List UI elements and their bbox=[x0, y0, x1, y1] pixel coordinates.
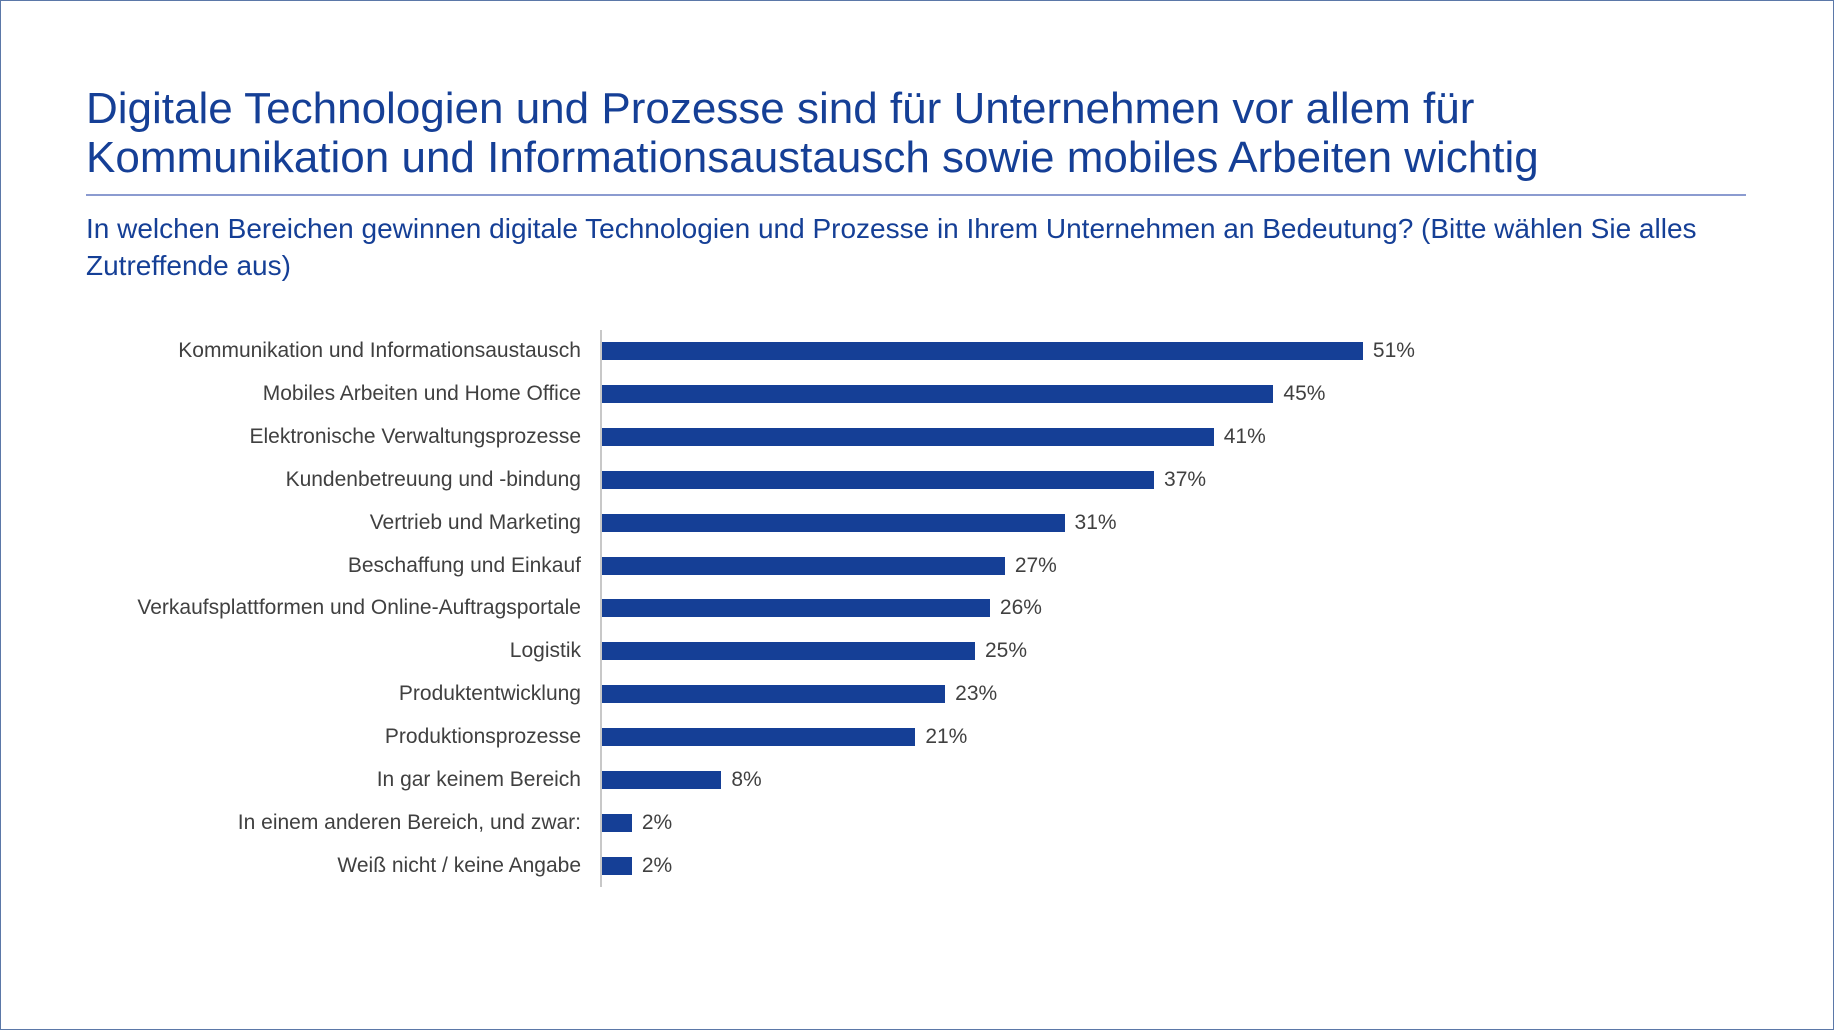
slide-title: Digitale Technologien und Prozesse sind … bbox=[86, 84, 1539, 182]
bar bbox=[602, 427, 1214, 446]
category-label: Elektronische Verwaltungsprozesse bbox=[249, 424, 581, 448]
category-label: Kundenbetreuung und -bindung bbox=[285, 467, 581, 491]
data-label: 26% bbox=[999, 596, 1042, 620]
bar bbox=[602, 642, 975, 661]
data-label: 2% bbox=[641, 853, 673, 877]
bar bbox=[602, 556, 1005, 575]
data-label: 41% bbox=[1223, 424, 1266, 448]
bar bbox=[602, 771, 722, 789]
data-label: 51% bbox=[1372, 339, 1415, 362]
category-label: Produktentwicklung bbox=[398, 682, 581, 706]
question-subtitle: In welchen Bereichen gewinnen digitale T… bbox=[86, 213, 1697, 281]
bar bbox=[602, 384, 1274, 403]
category-label: Weiß nicht / keine Angabe bbox=[337, 853, 581, 877]
bar bbox=[602, 685, 946, 704]
data-label: 31% bbox=[1074, 510, 1117, 534]
category-label: In gar keinem Bereich bbox=[376, 768, 581, 791]
bar bbox=[602, 342, 1363, 360]
title-divider bbox=[86, 194, 1746, 196]
data-label: 21% bbox=[925, 725, 968, 749]
bar bbox=[602, 728, 916, 747]
data-label: 23% bbox=[955, 682, 998, 706]
data-label: 2% bbox=[641, 810, 673, 834]
data-label: 8% bbox=[731, 768, 762, 791]
data-label: 45% bbox=[1283, 381, 1326, 405]
category-label: Vertrieb und Marketing bbox=[369, 510, 581, 534]
category-label: Verkaufsplattformen und Online-Auftragsp… bbox=[137, 596, 581, 620]
bar bbox=[602, 599, 990, 618]
bar bbox=[602, 856, 632, 875]
bar bbox=[602, 470, 1155, 489]
data-label: 27% bbox=[1014, 553, 1057, 577]
category-axis-line bbox=[600, 330, 602, 887]
category-label: Produktionsprozesse bbox=[384, 725, 581, 749]
category-label: Beschaffung und Einkauf bbox=[347, 553, 581, 577]
bar bbox=[602, 513, 1065, 532]
bar bbox=[602, 813, 632, 832]
data-label: 25% bbox=[985, 639, 1028, 663]
category-label: In einem anderen Bereich, und zwar: bbox=[237, 810, 581, 834]
category-label: Mobiles Arbeiten und Home Office bbox=[262, 381, 581, 405]
category-label: Kommunikation und Informationsaustausch bbox=[178, 339, 581, 362]
data-label: 37% bbox=[1164, 467, 1207, 491]
category-label: Logistik bbox=[509, 639, 581, 663]
